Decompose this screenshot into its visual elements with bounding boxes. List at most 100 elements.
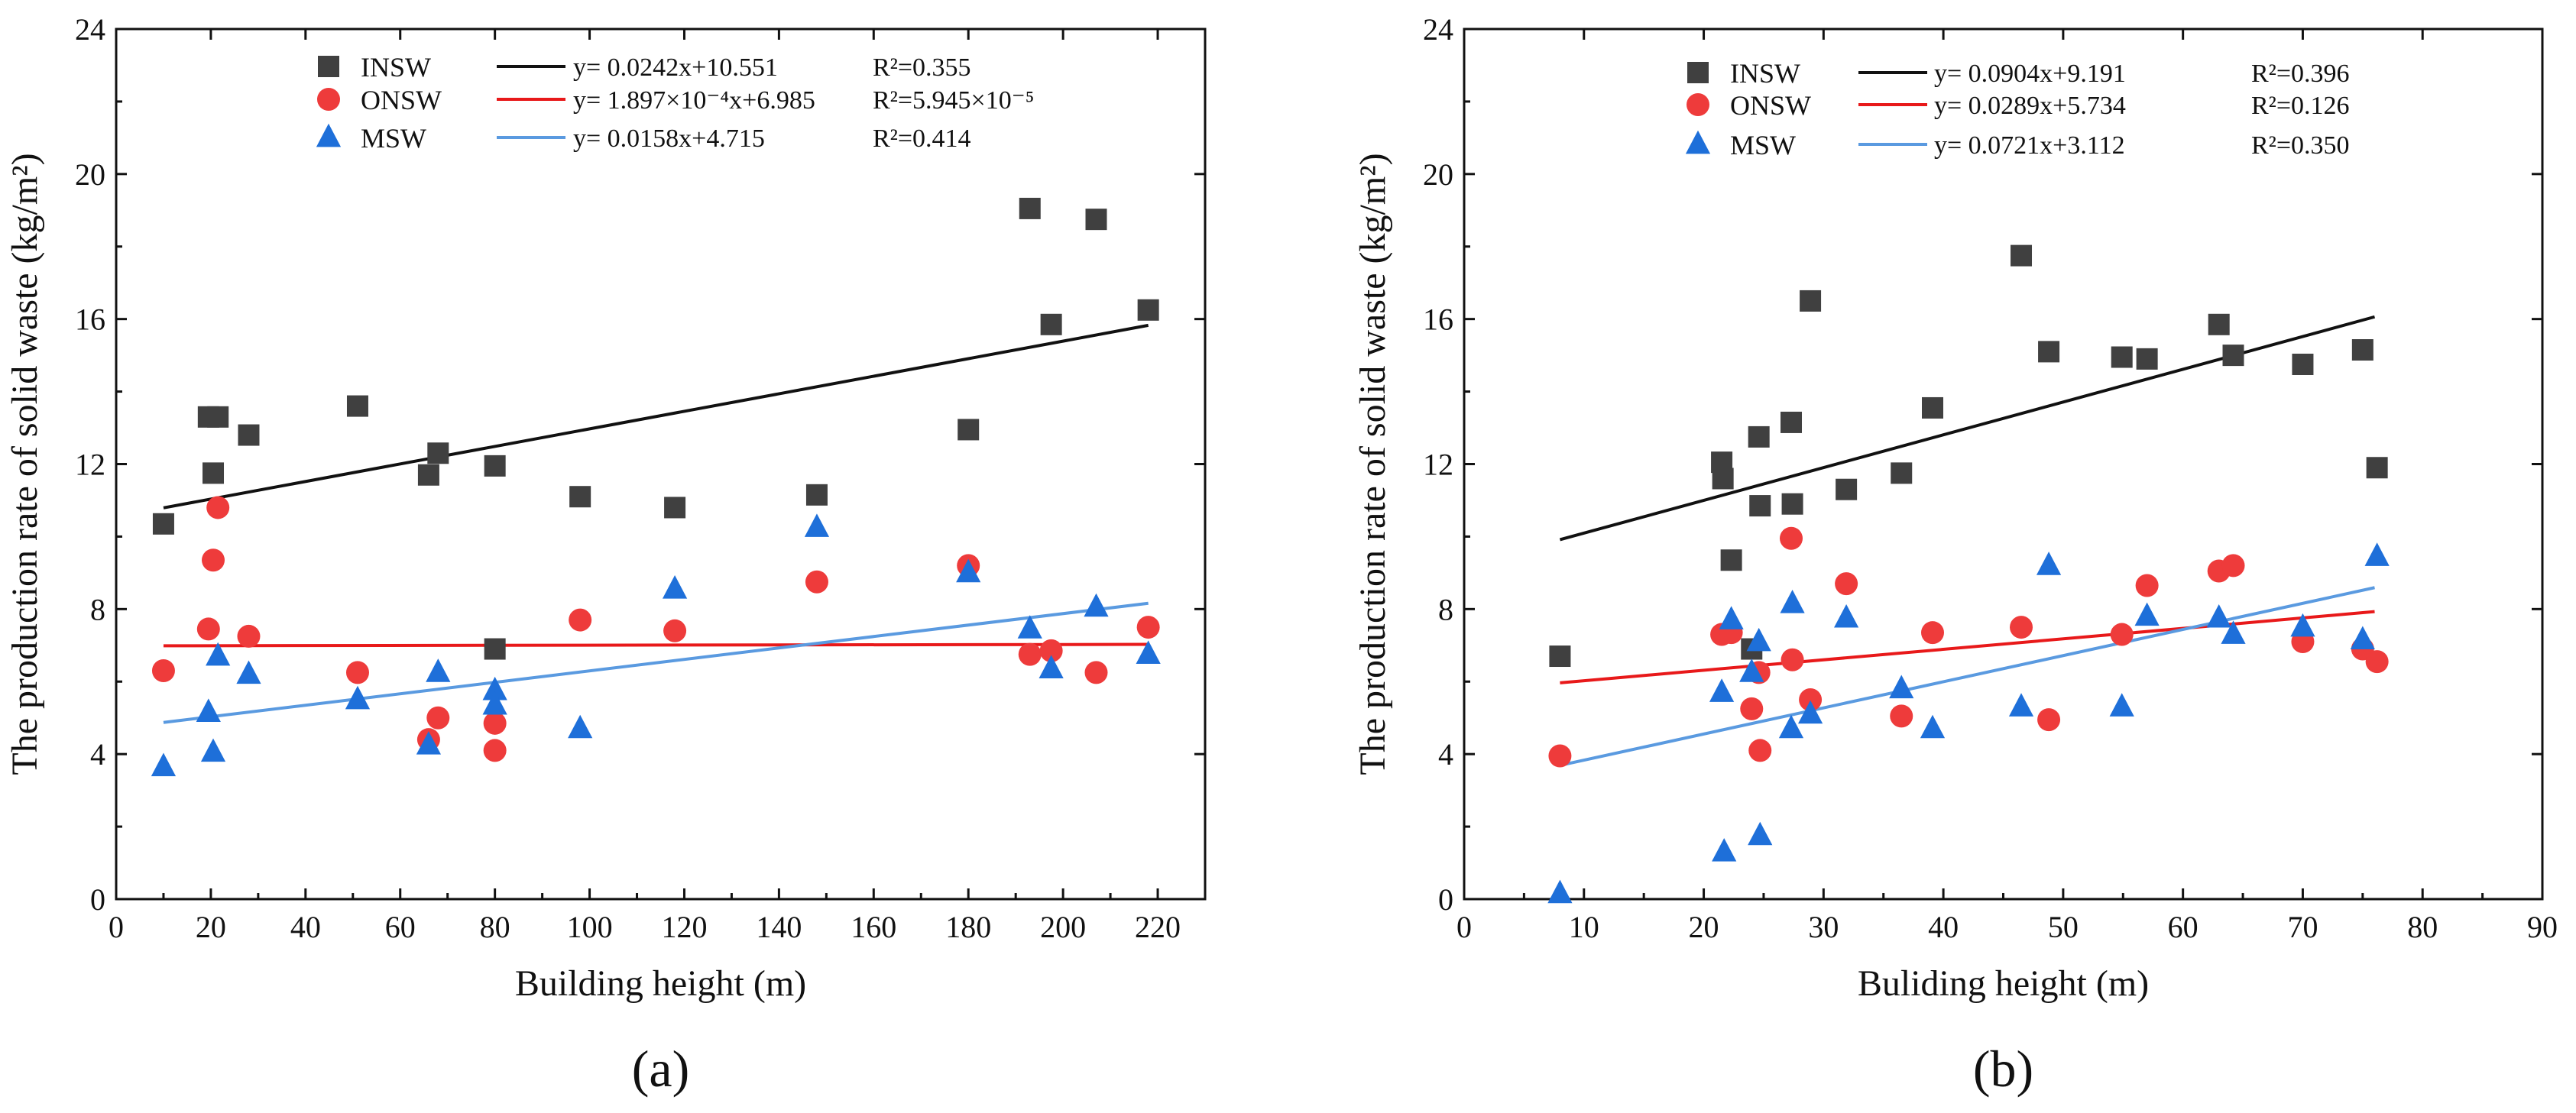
fit-line-onsw [1560,610,2375,684]
y-axis-title: The production rate of solid waste (kg/m… [5,153,45,775]
data-point-insw [484,455,506,477]
legend-marker-insw [318,56,339,77]
data-point-insw [2136,348,2158,370]
x-tick-label: 100 [567,910,613,944]
data-point-onsw [1890,704,1913,728]
data-point-insw [1749,495,1771,517]
legend-marker-onsw [317,88,340,111]
y-tick-label: 12 [75,448,105,482]
data-point-onsw [663,619,687,642]
data-point-msw [482,676,507,700]
y-tick-label: 12 [1423,448,1453,482]
data-point-insw [2292,353,2314,375]
x-tick-label: 50 [2048,910,2079,944]
data-point-msw [196,698,221,722]
data-point-msw [1547,879,1573,904]
data-point-insw [1019,197,1041,219]
fit-line-insw [1559,315,2376,542]
data-point-onsw [805,570,828,594]
data-point-onsw [2135,574,2159,597]
fit-equation: y= 0.0289x+5.734 [1934,92,2126,120]
y-tick-label: 8 [90,592,105,626]
x-tick-label: 30 [1808,910,1839,944]
data-point-onsw [2365,650,2389,674]
fit-r-squared: R²=0.126 [2251,92,2350,120]
data-point-msw [1778,714,1804,739]
fit-r-squared: R²=0.355 [873,53,971,82]
legend-label: ONSW [361,85,442,115]
data-point-msw [1719,606,1744,629]
data-point-msw [1780,589,1805,613]
x-tick-label: 40 [1928,910,1959,944]
y-tick-label: 20 [1423,157,1453,192]
data-point-msw [1084,593,1109,617]
panel-b-chart: 0 10 20 30 40 50 60 70 80 90 0 4 8 12 16 20 24 Buliding h… [1353,12,2558,1098]
data-point-msw [206,642,231,666]
data-point-msw [151,752,177,777]
data-point-msw [1136,640,1161,665]
data-point-onsw [1740,697,1764,720]
data-point-msw [2109,693,2134,717]
fit-line-msw [1559,586,2375,767]
data-point-insw [569,486,591,508]
legend-label: ONSW [1730,90,1811,121]
data-point-onsw [426,706,450,730]
x-axis-title: Building height (m) [515,963,806,1004]
data-point-insw [805,484,828,506]
data-point-onsw [1748,739,1772,762]
data-point-insw [417,464,439,486]
data-point-onsw [483,711,507,735]
panel-a-chart: 0 20 40 60 80 100 120 140 160 180 200 220 0 4 8 12 16 20 2… [5,12,1207,1098]
fit-line-msw [163,601,1149,724]
data-point-insw [664,497,686,519]
legend-marker-onsw [1687,93,1709,116]
legend-marker-insw [1687,62,1709,83]
data-point-msw [345,685,371,710]
fit-r-squared: R²=5.945×10⁻⁵ [873,86,1035,115]
x-tick-label: 20 [196,910,226,944]
data-point-insw [484,638,506,660]
y-tick-label: 4 [1438,737,1453,772]
x-tick-label: 0 [1456,910,1472,944]
x-tick-label: 40 [290,910,321,944]
data-point-onsw [206,496,230,519]
data-point-onsw [2221,554,2245,578]
data-point-msw [1748,821,1773,846]
data-point-msw [956,558,981,583]
data-point-msw [1920,714,1946,739]
fit-r-squared: R²=0.414 [873,125,971,153]
data-point-msw [1039,655,1064,678]
data-point-msw [568,714,593,739]
data-point-onsw [1548,744,1572,768]
data-point-onsw [1780,526,1803,550]
data-point-msw [2206,603,2231,628]
data-point-insw [207,406,229,428]
data-point-onsw [1835,572,1858,596]
data-point-insw [2111,346,2133,368]
data-point-insw [1781,493,1803,515]
data-point-msw [662,575,688,599]
fit-equation: y= 0.0904x+9.191 [1934,60,2126,88]
data-point-msw [2350,626,2375,650]
data-point-onsw [1136,616,1160,639]
data-point-msw [416,731,442,755]
y-tick-label: 16 [1423,303,1453,337]
data-point-msw [482,691,507,715]
panel-label: (b) [1973,1040,2033,1098]
data-point-msw [1017,615,1042,639]
data-point-msw [2364,542,2390,566]
data-point-onsw [1781,648,1804,671]
data-point-insw [1549,645,1571,668]
y-tick-label: 24 [1423,12,1453,47]
x-tick-label: 120 [661,910,707,944]
fit-equation: y= 0.0721x+3.112 [1934,131,2125,160]
data-point-onsw [1018,642,1042,666]
y-tick-label: 4 [90,737,105,772]
fit-r-squared: R²=0.350 [2251,131,2350,160]
data-point-insw [346,395,368,417]
data-point-insw [2351,339,2373,361]
data-point-insw [1836,478,1858,500]
y-tick-label: 20 [75,157,105,192]
data-point-msw [1797,700,1823,724]
data-point-onsw [196,617,220,641]
